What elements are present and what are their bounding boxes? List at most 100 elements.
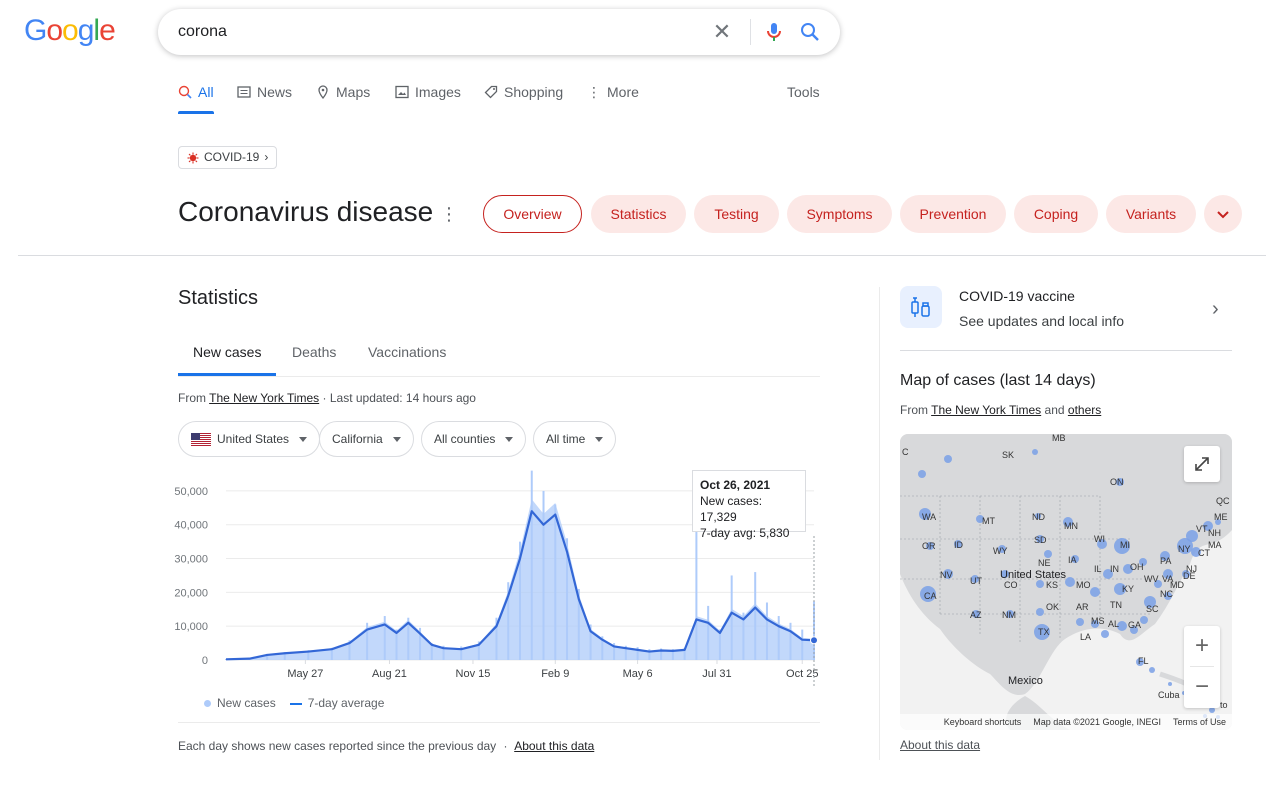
chevron-right-icon: › <box>264 150 269 164</box>
tab-news[interactable]: News <box>237 82 292 112</box>
new-cases-bar <box>707 605 710 660</box>
pill-overview[interactable]: Overview <box>483 195 582 233</box>
source-line: From The New York Times · Last updated: … <box>178 391 476 405</box>
tab-more-label: More <box>607 84 639 100</box>
map-label-md: MD <box>1170 580 1184 590</box>
pill-testing[interactable]: Testing <box>694 195 779 233</box>
map-label-wv: WV <box>1144 574 1159 584</box>
map-label-wa: WA <box>922 512 937 522</box>
more-dots-icon: ⋮ <box>587 84 601 100</box>
map-source: From The New York Times and others <box>900 403 1101 417</box>
tools-button[interactable]: Tools <box>787 82 820 112</box>
new-cases-chart[interactable]: 0 10,000 20,000 30,000 40,000 50,000 May 27 Aug… <box>170 466 826 686</box>
mic-icon[interactable] <box>762 20 786 44</box>
map-label-mo: MO <box>1076 580 1091 590</box>
new-cases-bar <box>801 629 804 660</box>
new-cases-bar <box>266 653 269 660</box>
tab-all[interactable]: All <box>178 82 214 112</box>
x-tick-label: Aug 21 <box>372 668 407 680</box>
map-label-sd: SD <box>1034 535 1047 545</box>
map-label-al: AL <box>1108 619 1120 629</box>
stat-tab-deaths[interactable]: Deaths <box>292 344 337 360</box>
tab-more[interactable]: ⋮ More <box>587 82 639 112</box>
cases-map[interactable]: SK MB ON C MT ND MN WA OR ID WY SD NE IA… <box>900 434 1232 730</box>
search-icon[interactable] <box>798 20 822 44</box>
section-divider <box>18 255 1266 256</box>
new-cases-bar <box>589 624 592 660</box>
search-input[interactable] <box>178 9 678 55</box>
keyboard-shortcuts-link[interactable]: Keyboard shortcuts <box>943 717 1022 727</box>
map-about-data-link[interactable]: About this data <box>900 738 981 752</box>
stat-tab-new-cases[interactable]: New cases <box>193 344 262 360</box>
google-logo[interactable]: Google <box>24 14 116 47</box>
map-label-vt: VT <box>1196 524 1208 534</box>
map-label-nm: NM <box>1002 610 1016 620</box>
map-label-ar: AR <box>1076 602 1089 612</box>
x-tick-label: Feb 9 <box>541 668 569 680</box>
footnote-text: Each day shows new cases reported since … <box>178 739 497 753</box>
time-dropdown[interactable]: All time <box>533 421 617 457</box>
x-tick-label: Nov 15 <box>456 668 491 680</box>
map-label-ut: UT <box>970 576 982 586</box>
pills-expand-button[interactable] <box>1204 195 1242 233</box>
map-zoom-controls: + − <box>1184 626 1220 708</box>
pill-statistics[interactable]: Statistics <box>591 195 686 233</box>
new-cases-bar <box>660 648 663 660</box>
new-cases-bar <box>730 575 733 660</box>
country-dropdown[interactable]: United States <box>178 421 321 457</box>
chevron-right-icon[interactable]: › <box>1212 298 1219 320</box>
vaccine-card-title[interactable]: COVID-19 vaccine <box>959 288 1075 304</box>
source-link[interactable]: The New York Times <box>209 391 320 405</box>
legend-new-cases-label: New cases <box>217 696 276 710</box>
topic-chip[interactable]: COVID-19 › <box>178 146 278 169</box>
vaccine-icon <box>900 286 942 328</box>
x-tick-label: Jul 31 <box>702 668 731 680</box>
chart-footer-divider <box>178 722 820 723</box>
map-source-link[interactable]: The New York Times <box>931 403 1042 417</box>
pill-symptoms[interactable]: Symptoms <box>787 195 892 233</box>
expand-icon <box>1195 457 1209 471</box>
pill-prevention[interactable]: Prevention <box>900 195 1006 233</box>
map-label-me: ME <box>1214 512 1228 522</box>
map-label-nv: NV <box>940 570 953 580</box>
new-cases-bar <box>225 658 227 660</box>
tab-images[interactable]: Images <box>395 82 461 112</box>
tab-shopping[interactable]: Shopping <box>484 82 563 112</box>
zoom-out-button[interactable]: − <box>1194 673 1209 700</box>
map-label-nh: NH <box>1208 528 1221 538</box>
map-source-others-link[interactable]: others <box>1067 403 1102 417</box>
about-data-link[interactable]: About this data <box>514 739 595 753</box>
new-cases-bar <box>366 622 369 660</box>
county-dropdown[interactable]: All counties <box>421 421 527 457</box>
y-tick-label: 0 <box>202 655 208 667</box>
country-dropdown-value: United States <box>217 432 290 446</box>
chart-footnote: Each day shows new cases reported since … <box>178 739 594 753</box>
tab-maps[interactable]: Maps <box>316 82 370 112</box>
new-cases-bar <box>577 588 580 660</box>
map-label-ok: OK <box>1046 602 1060 612</box>
topic-chip-label: COVID-19 <box>204 150 260 164</box>
tab-all-label: All <box>198 84 214 100</box>
map-label-il: IL <box>1094 564 1102 574</box>
map-source-prefix: From <box>900 403 928 417</box>
map-fullscreen-button[interactable] <box>1184 446 1220 482</box>
map-label-sc: SC <box>1146 604 1159 614</box>
state-dropdown[interactable]: California <box>319 421 414 457</box>
pill-coping[interactable]: Coping <box>1014 195 1098 233</box>
x-tick-label: May 6 <box>623 668 653 680</box>
tab-news-label: News <box>257 84 293 100</box>
terms-of-use-link[interactable]: Terms of Use <box>1172 717 1226 727</box>
new-cases-bar <box>407 617 410 660</box>
clear-icon[interactable]: ✕ <box>712 19 732 44</box>
new-cases-bar <box>442 645 445 660</box>
new-cases-bar <box>624 645 627 660</box>
zoom-in-button[interactable]: + <box>1194 632 1209 659</box>
tab-shopping-label: Shopping <box>504 84 564 100</box>
caret-down-icon <box>392 436 401 442</box>
map-label-id: ID <box>954 540 963 550</box>
stat-tab-vaccinations[interactable]: Vaccinations <box>368 344 447 360</box>
more-vert-icon[interactable]: ⋮ <box>440 204 458 224</box>
y-tick-label: 30,000 <box>174 554 208 566</box>
tooltip-avg: 7-day avg: 5,830 <box>700 526 790 540</box>
pill-variants[interactable]: Variants <box>1106 195 1196 233</box>
